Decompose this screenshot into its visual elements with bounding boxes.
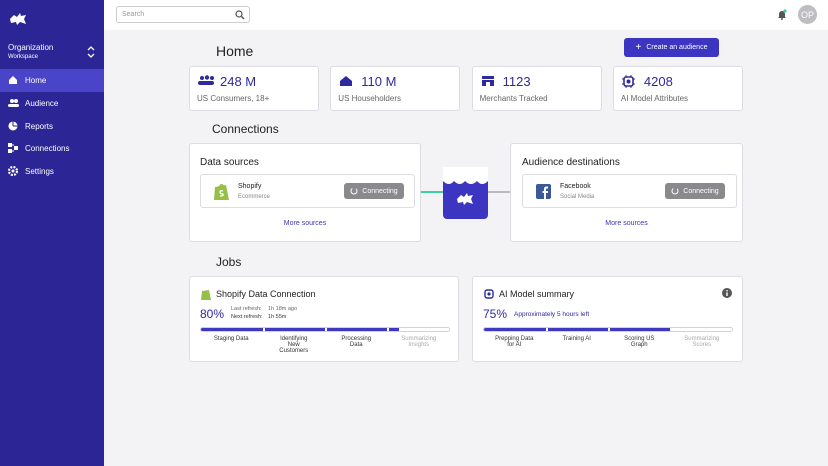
workspace[interactable]: Workspace (8, 54, 38, 60)
job-title: Shopify Data Connection (216, 289, 316, 299)
connector-line (488, 191, 510, 193)
page-title: Home (216, 43, 254, 59)
org-switch-icon[interactable] (87, 46, 95, 58)
connection-item: Facebook Social Media Connecting (522, 174, 737, 208)
search-box[interactable]: Search (116, 6, 250, 23)
logo[interactable] (8, 11, 28, 27)
stat-label: US Consumers, 18+ (197, 94, 270, 103)
connector-line (421, 191, 443, 193)
nav-label: Audience (25, 99, 59, 108)
stat-value: 1123 (502, 74, 531, 89)
stat-icon (198, 75, 214, 85)
nav-label: Reports (25, 122, 54, 131)
card-title: Data sources (200, 157, 259, 168)
status-label: Connecting (683, 187, 719, 195)
shopify-icon (201, 290, 211, 300)
segment-divider (546, 328, 548, 331)
refresh-value: 1h 18m ago (268, 306, 298, 312)
create-audience-button[interactable]: + Create an audience (624, 38, 719, 57)
stat-card: 248 M US Consumers, 18+ (189, 66, 319, 111)
section-title: Connections (212, 122, 279, 136)
stat-card: 110 M US Householders (330, 66, 461, 111)
nav-item[interactable]: Home (0, 69, 104, 92)
hub-icon (443, 167, 488, 219)
nav-label: Connections (25, 144, 70, 153)
segment-divider (670, 328, 672, 331)
progress-fill (201, 328, 400, 331)
nav-item[interactable]: Reports (0, 115, 104, 138)
stat-icon (481, 76, 494, 86)
step-label: Identifying New Customers (279, 336, 309, 354)
ai-icon (484, 289, 494, 299)
job-card: AI Model summary 75% Approximately 5 hou… (472, 276, 743, 362)
refresh-label: Last refresh: (231, 306, 262, 312)
step-label: Training AI (562, 336, 591, 342)
stat-card: 1123 Merchants Tracked (471, 66, 602, 111)
nav-item[interactable]: Audience (0, 92, 104, 115)
segment-divider (325, 328, 327, 331)
section-title: Jobs (216, 255, 242, 269)
job-title: AI Model summary (499, 289, 575, 299)
info-icon[interactable] (722, 288, 732, 298)
nav-item[interactable]: Connections (0, 137, 104, 160)
item-name: Shopify (238, 183, 262, 190)
notification-bell[interactable] (777, 9, 787, 20)
progress-percent: 80% (200, 307, 225, 321)
facebook-logo (536, 184, 551, 199)
step-label: Summarizing Insights (401, 336, 437, 348)
data-sources-card: Data sources Shopify Ecommerce Connectin… (189, 143, 421, 242)
segment-divider (263, 328, 265, 331)
stat-value: 248 M (220, 74, 257, 89)
nav-label: Home (25, 76, 47, 85)
stat-icon (340, 76, 353, 86)
shopify-logo (214, 184, 229, 200)
step-label: Summarizing Scores (684, 336, 720, 348)
stat-icon (621, 75, 635, 88)
status-button[interactable]: Connecting (665, 183, 725, 199)
sidebar: Organization Workspace Home Audience Rep… (0, 0, 104, 466)
nav-label: Settings (25, 167, 54, 176)
nav-item[interactable]: Settings (0, 160, 104, 183)
search-icon (235, 10, 245, 20)
org-name[interactable]: Organization (8, 43, 54, 52)
card-title: Audience destinations (522, 157, 620, 168)
step-label: Processing Data (341, 336, 372, 348)
item-category: Social Media (560, 194, 595, 200)
segment-divider (387, 328, 389, 331)
item-name: Facebook (560, 183, 591, 190)
more-link[interactable]: More sources (283, 220, 327, 227)
refresh-value: 1h 55m (268, 314, 287, 320)
topbar: Search OP (104, 0, 828, 30)
stat-label: Merchants Tracked (479, 94, 548, 103)
job-card: Shopify Data Connection 80% Last refresh… (189, 276, 459, 362)
status-label: Connecting (362, 187, 398, 195)
button-label: Create an audience (646, 44, 708, 51)
step-label: Prepping Data for AI (495, 336, 534, 348)
status-button[interactable]: Connecting (344, 183, 404, 199)
progress-track (200, 327, 450, 332)
stat-value: 4208 (643, 74, 673, 89)
item-category: Ecommerce (238, 194, 271, 200)
segment-divider (608, 328, 610, 331)
step-label: Scoring US Graph (624, 336, 655, 348)
step-label: Staging Data (213, 336, 249, 342)
progress-percent: 75% (483, 307, 508, 321)
stat-value: 110 M (361, 74, 397, 89)
avatar[interactable]: OP (798, 5, 817, 24)
destinations-card: Audience destinations Facebook Social Me… (510, 143, 743, 242)
search-placeholder: Search (122, 11, 145, 18)
stat-card: 4208 AI Model Attributes (612, 66, 743, 111)
more-link[interactable]: More sources (605, 220, 648, 227)
refresh-label: Next refresh: (231, 314, 263, 320)
progress-track (483, 327, 733, 332)
progress-fill (484, 328, 670, 331)
stat-label: AI Model Attributes (620, 94, 689, 103)
eta: Approximately 5 hours left (514, 311, 590, 318)
connection-item: Shopify Ecommerce Connecting (200, 174, 415, 208)
stat-label: US Householders (338, 94, 401, 103)
